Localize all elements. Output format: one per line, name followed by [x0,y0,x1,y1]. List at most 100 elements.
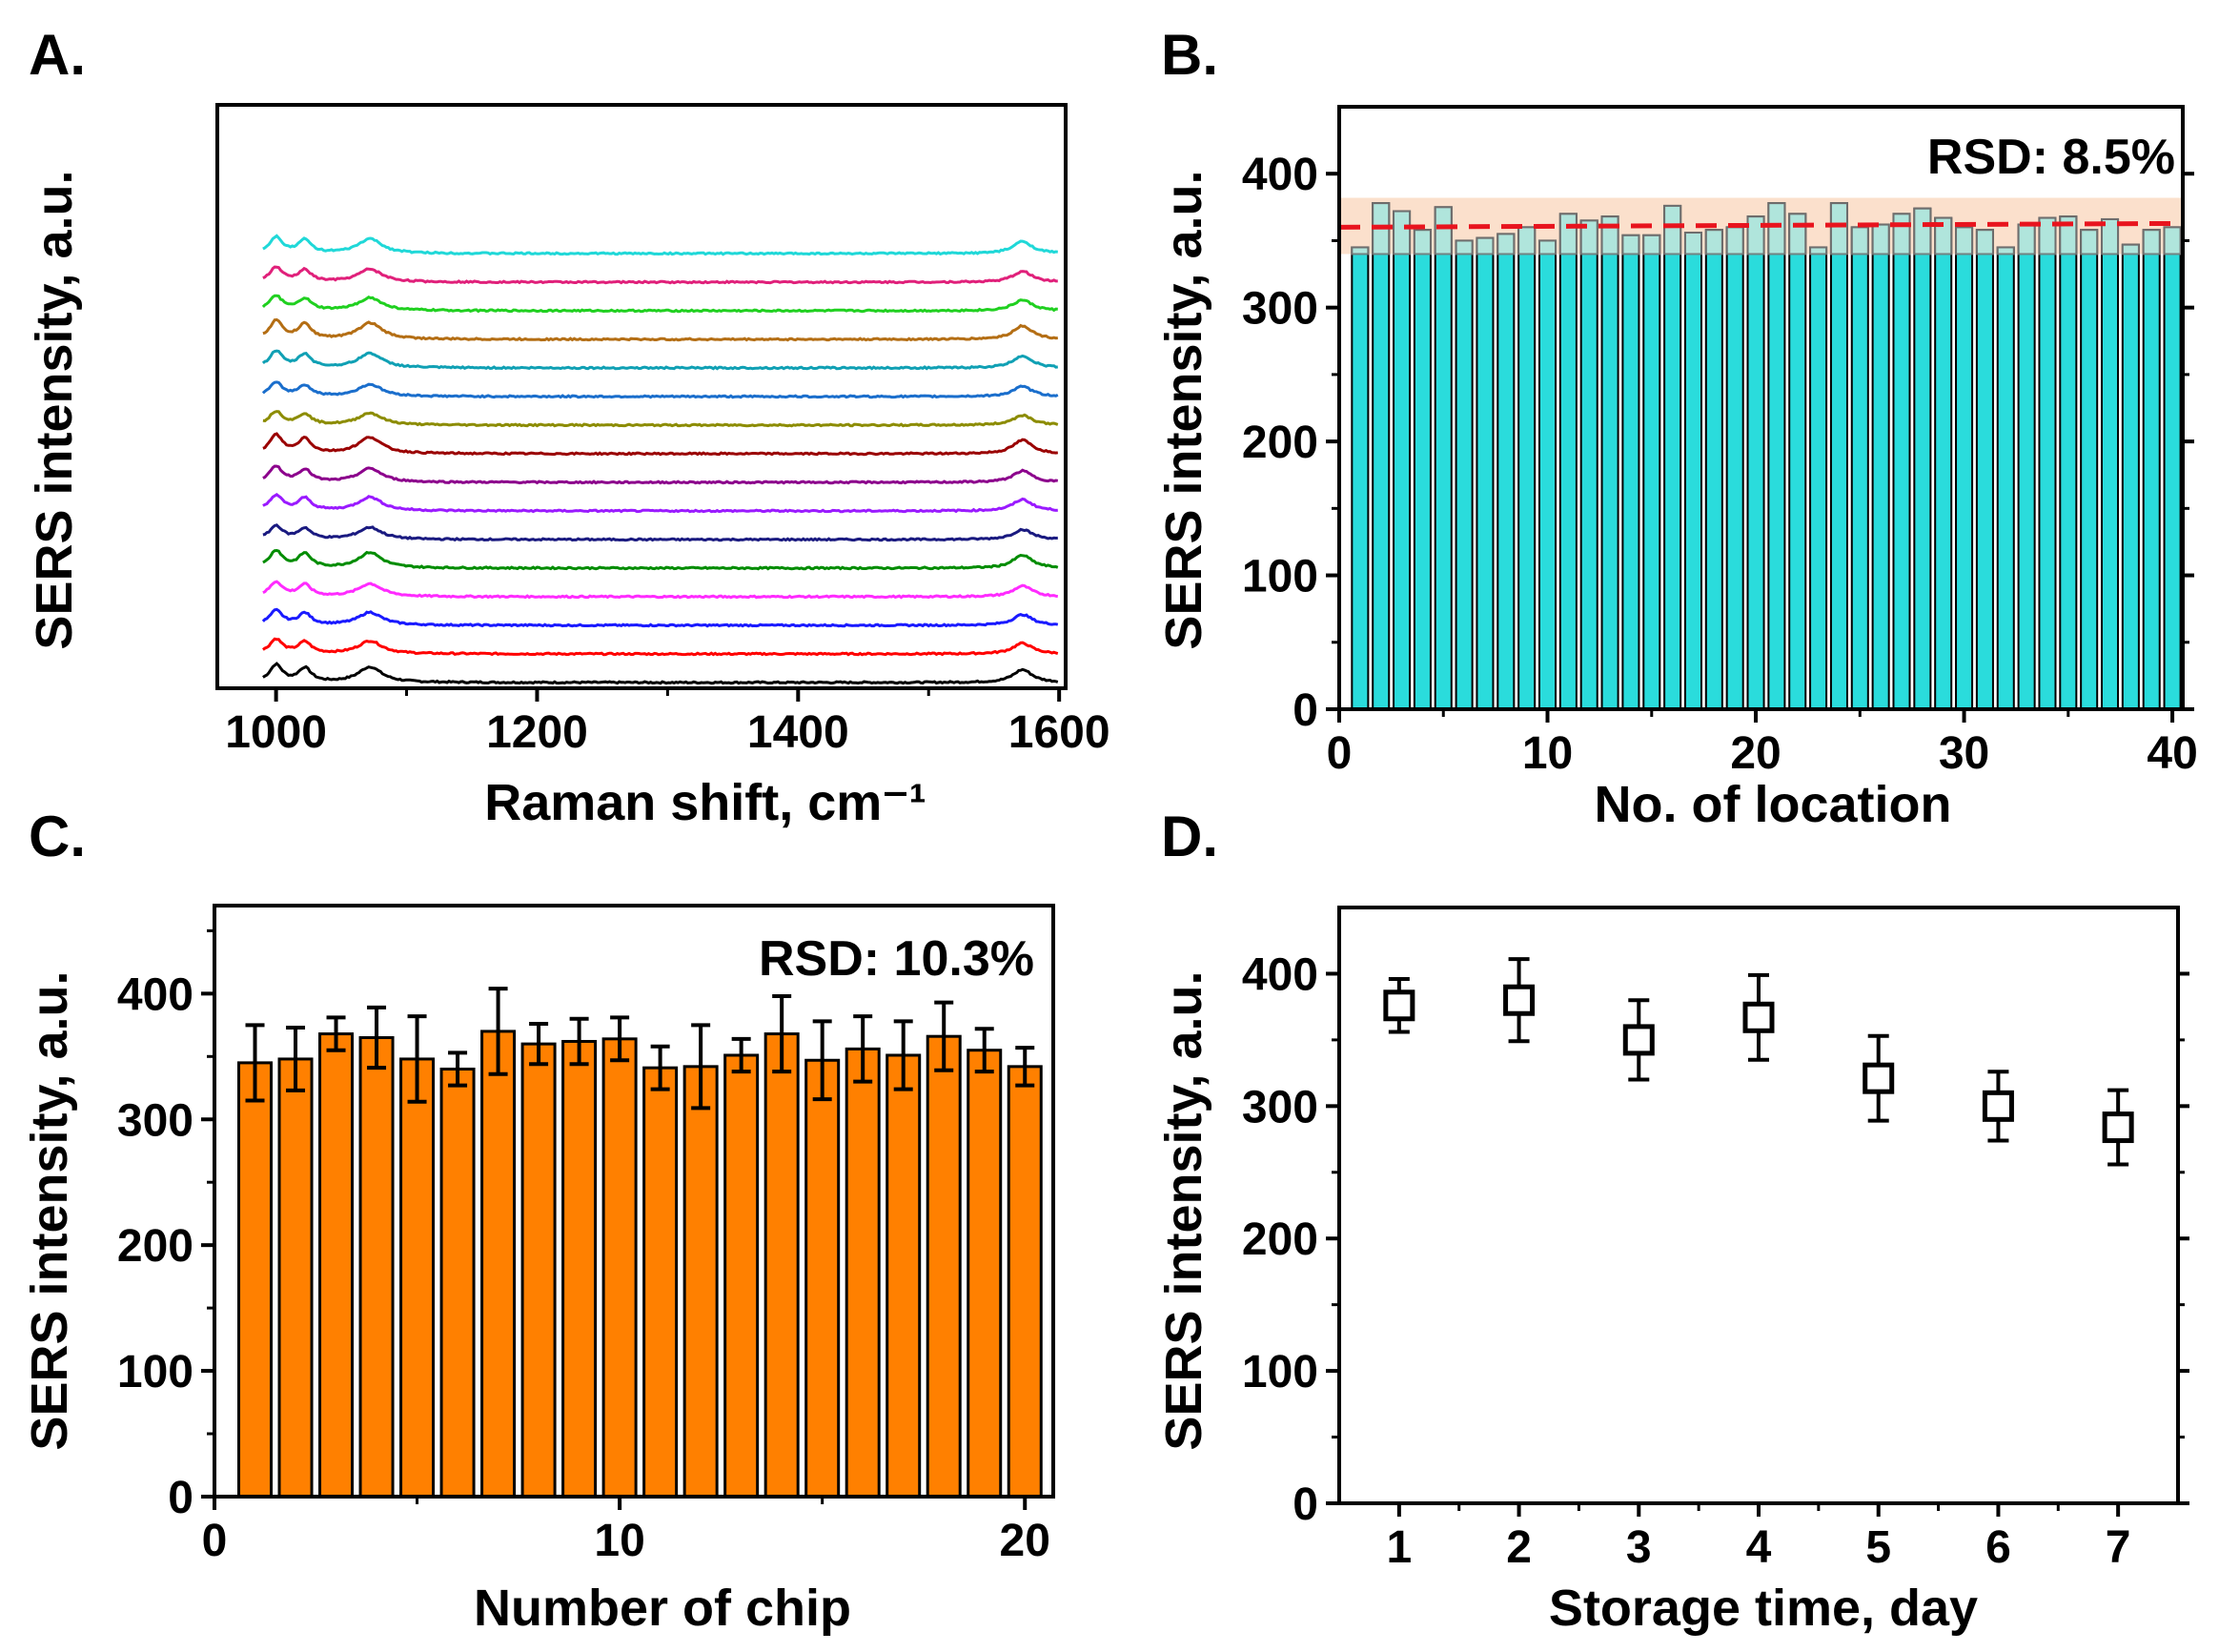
bar-top-location-25 [1850,226,1869,255]
bar-top-location-39 [2142,229,2161,255]
y-tick-label-300: 300 [1242,1082,1318,1132]
spectrum-line-14 [261,294,1058,314]
bar-location-27 [1892,213,1911,711]
bar-location-18 [1704,229,1723,710]
y-tick-label-300: 300 [1242,284,1318,335]
bar-location-36 [2080,229,2099,710]
bar-chip-5 [399,1057,436,1499]
bar-location-39 [2142,229,2161,710]
panel-a-frame [215,103,1068,690]
bar-top-location-36 [2080,229,2099,255]
y-tick-label-200: 200 [1242,418,1318,468]
x-tick-label-1600: 1600 [1008,707,1110,758]
panel-c: C. SERS intensity, a.u. Number of chip 0… [21,805,1055,1637]
bar-top-location-30 [1955,226,1974,255]
spectrum-line-16 [262,234,1058,256]
marker-day-5 [1863,1062,1895,1094]
bar-top-location-38 [2121,243,2140,255]
panel-b-bars [1351,202,2182,711]
bar-chip-11 [642,1066,679,1499]
panel-c-ylabel: SERS intensity, a.u. [21,970,78,1450]
panel-a-ylabel: SERS intensity, a.u. [26,170,83,649]
bar-location-40 [2163,226,2182,710]
x-tick-label-30: 30 [1939,728,1989,779]
spectrum-line-3 [261,607,1059,628]
marker-day-4 [1742,1001,1775,1033]
bar-location-24 [1829,202,1848,710]
panel-a-xlabel: Raman shift, cm⁻¹ [484,774,926,831]
y-tick-label-400: 400 [117,969,193,1020]
bar-chip-13 [723,1053,760,1499]
y-tick-label-0: 0 [1293,1479,1318,1530]
bar-chip-18 [926,1034,962,1499]
bar-location-21 [1767,202,1786,710]
spectrum-line-5 [262,548,1059,571]
bar-top-location-6 [1455,239,1474,255]
bar-top-location-22 [1788,213,1807,255]
spectrum-line-9 [262,432,1059,457]
x-tick-label-7: 7 [2106,1522,2131,1573]
panel-a-spectra [261,234,1059,685]
bar-location-35 [2059,215,2078,711]
bar-top-location-16 [1663,204,1682,255]
y-tick-label-200: 200 [117,1221,193,1272]
marker-day-2 [1503,984,1536,1016]
x-tick-label-5: 5 [1865,1522,1891,1573]
bar-location-34 [2038,216,2057,710]
spectrum-line-7 [262,492,1058,514]
bar-location-38 [2121,243,2140,710]
x-tick-label-1: 1 [1387,1522,1413,1573]
bar-location-32 [1996,246,2015,710]
x-tick-label-10: 10 [1522,728,1573,779]
panel-b-label: B. [1161,23,1218,87]
bar-location-33 [2017,223,2036,710]
bar-location-23 [1809,246,1828,710]
spectrum-line-1 [262,662,1059,685]
y-tick-label-100: 100 [117,1347,193,1397]
x-tick-label-2: 2 [1506,1522,1532,1573]
bar-top-location-11 [1558,213,1578,255]
spectrum-line-10 [262,410,1059,428]
bar-location-12 [1579,219,1598,710]
panel-d-ylabel: SERS intensity, a.u. [1155,970,1212,1450]
bar-location-15 [1642,234,1661,710]
bar-location-20 [1746,215,1765,711]
bar-chip-7 [480,1030,517,1499]
bar-location-10 [1537,239,1557,710]
bar-top-location-23 [1809,246,1828,255]
bar-location-3 [1393,210,1412,710]
spectrum-line-13 [262,317,1058,342]
marker-day-6 [1982,1090,2014,1122]
bar-top-location-5 [1434,206,1453,255]
x-tick-label-20: 20 [1000,1516,1050,1566]
panel-b-xlabel: No. of location [1595,776,1952,833]
bar-top-location-3 [1393,210,1412,255]
x-tick-label-3: 3 [1626,1522,1652,1573]
bar-chip-14 [763,1032,800,1499]
bar-location-28 [1913,207,1932,710]
panel-c-rsd: RSD: 10.3% [759,931,1034,987]
bar-chip-1 [237,1061,274,1499]
panel-d-frame [1337,906,2180,1505]
spectrum-line-11 [261,380,1059,399]
bar-location-31 [1975,229,1994,710]
x-tick-label-1000: 1000 [225,707,327,758]
panel-d-ticks: 1 2 3 4 5 6 7 0 100 200 300 400 [1242,949,2189,1573]
panel-d: D. SERS intensity, a.u. Storage time, da… [1155,805,2189,1637]
x-tick-label-1400: 1400 [747,707,849,758]
bar-chip-17 [886,1053,922,1499]
bar-location-11 [1558,213,1578,711]
bar-top-location-17 [1683,232,1703,255]
bar-top-location-34 [2038,216,2057,255]
bar-location-8 [1496,233,1516,711]
bar-top-location-19 [1725,226,1744,255]
bar-top-location-26 [1871,223,1890,255]
bar-location-14 [1621,234,1640,710]
bar-chip-9 [561,1039,598,1499]
bar-location-2 [1372,202,1391,710]
y-tick-label-0: 0 [168,1473,193,1523]
x-tick-label-0: 0 [202,1516,228,1566]
bar-location-4 [1413,229,1432,710]
